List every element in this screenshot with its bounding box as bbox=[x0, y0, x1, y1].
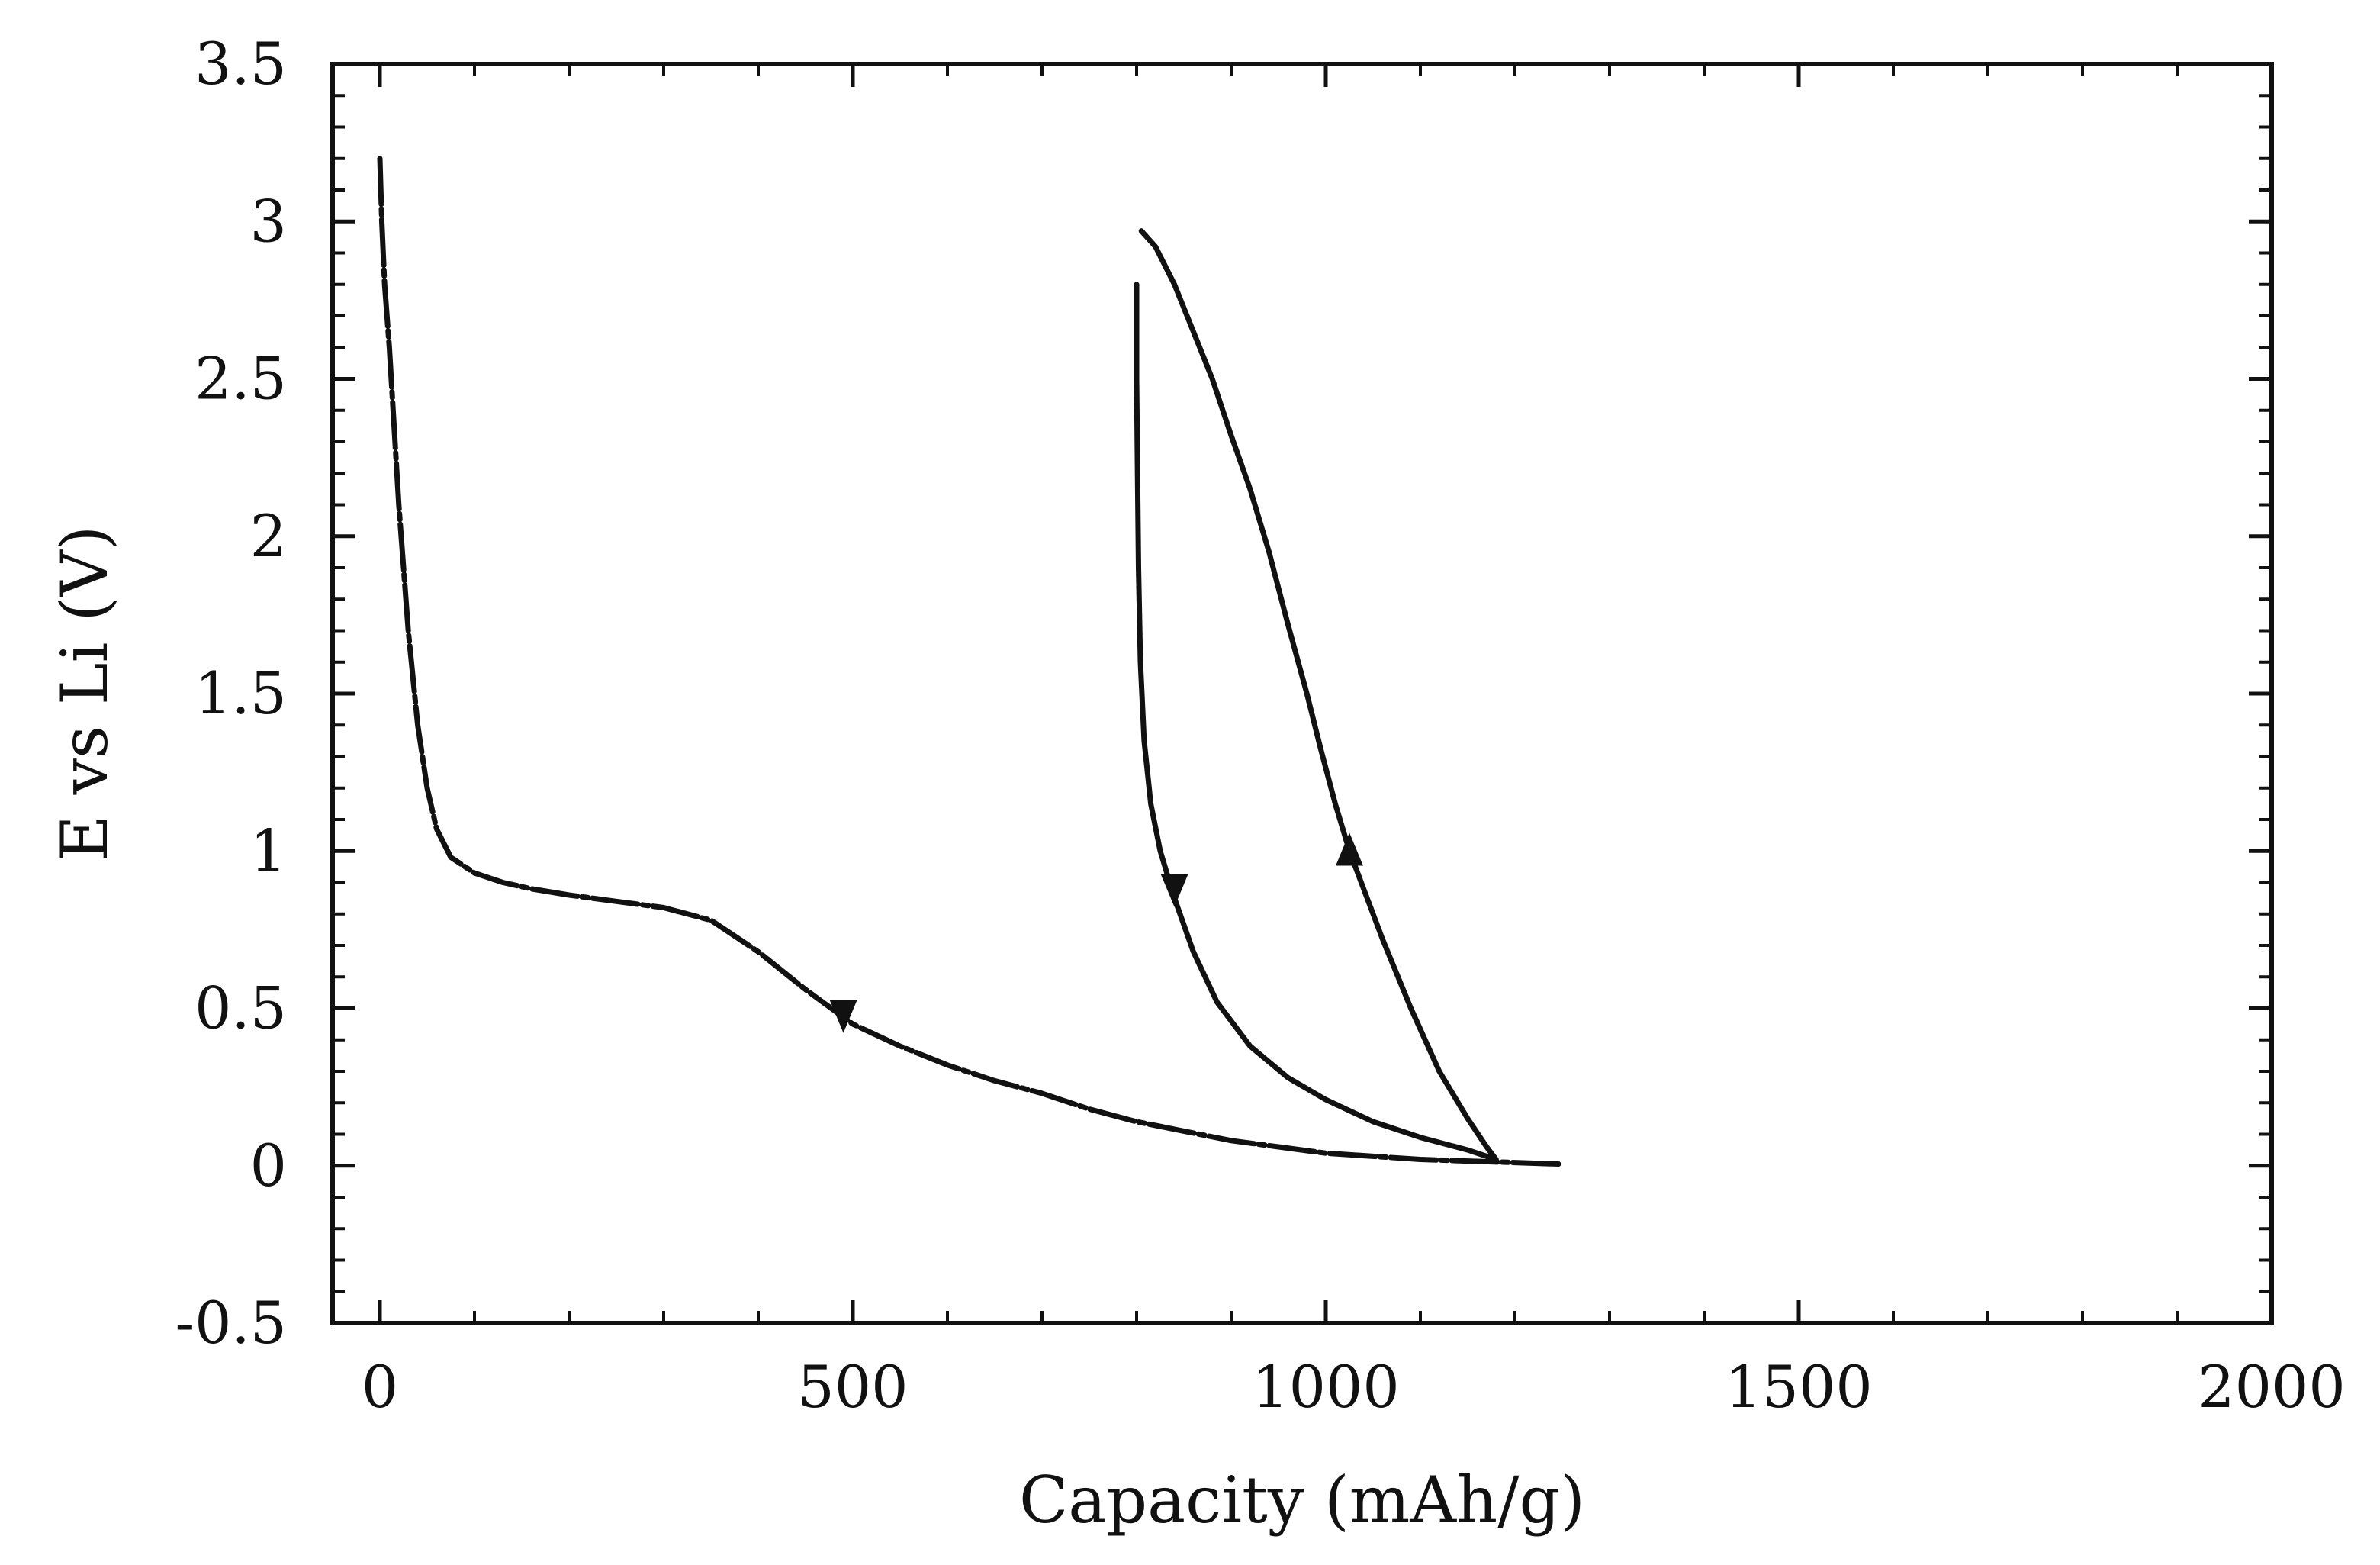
x-tick-label: 2000 bbox=[2198, 1353, 2345, 1421]
series-line-second-discharge bbox=[1134, 282, 1499, 1162]
series-line-first-discharge bbox=[377, 156, 1565, 1167]
x-tick-label: 1500 bbox=[1725, 1353, 1872, 1421]
y-tick-label: 1 bbox=[250, 816, 287, 884]
direction-arrow-up bbox=[1336, 832, 1363, 866]
y-tick-label: 2 bbox=[250, 502, 287, 570]
x-tick-label: 1000 bbox=[1252, 1353, 1399, 1421]
y-axis-title: E vs Li (V) bbox=[47, 526, 122, 862]
y-tick-label: -0.5 bbox=[175, 1289, 287, 1357]
plot-frame bbox=[330, 62, 2274, 1325]
x-axis-title: Capacity (mAh/g) bbox=[1019, 1463, 1585, 1538]
y-tick-label: 3.5 bbox=[195, 30, 287, 98]
y-tick-label: 0 bbox=[250, 1132, 287, 1200]
y-tick-label: 3 bbox=[250, 187, 287, 255]
direction-arrow-down bbox=[1160, 874, 1188, 907]
y-tick-label: 1.5 bbox=[195, 659, 287, 727]
x-tick-label: 500 bbox=[797, 1353, 908, 1421]
x-tick-label: 0 bbox=[362, 1353, 398, 1421]
y-tick-label: 0.5 bbox=[195, 974, 287, 1042]
y-tick-label: 2.5 bbox=[195, 345, 287, 413]
series-layer bbox=[377, 156, 1565, 1167]
x-axis-ticks: 0 500 1000 1500 2000 bbox=[362, 64, 2346, 1421]
series-line-charge bbox=[1138, 228, 1499, 1162]
direction-arrow-down bbox=[829, 1000, 857, 1033]
arrow-layer bbox=[829, 832, 1363, 1033]
y-axis-ticks: -0.5 0 0.5 1 1.5 2 2.5 3 3.5 bbox=[175, 30, 2272, 1357]
